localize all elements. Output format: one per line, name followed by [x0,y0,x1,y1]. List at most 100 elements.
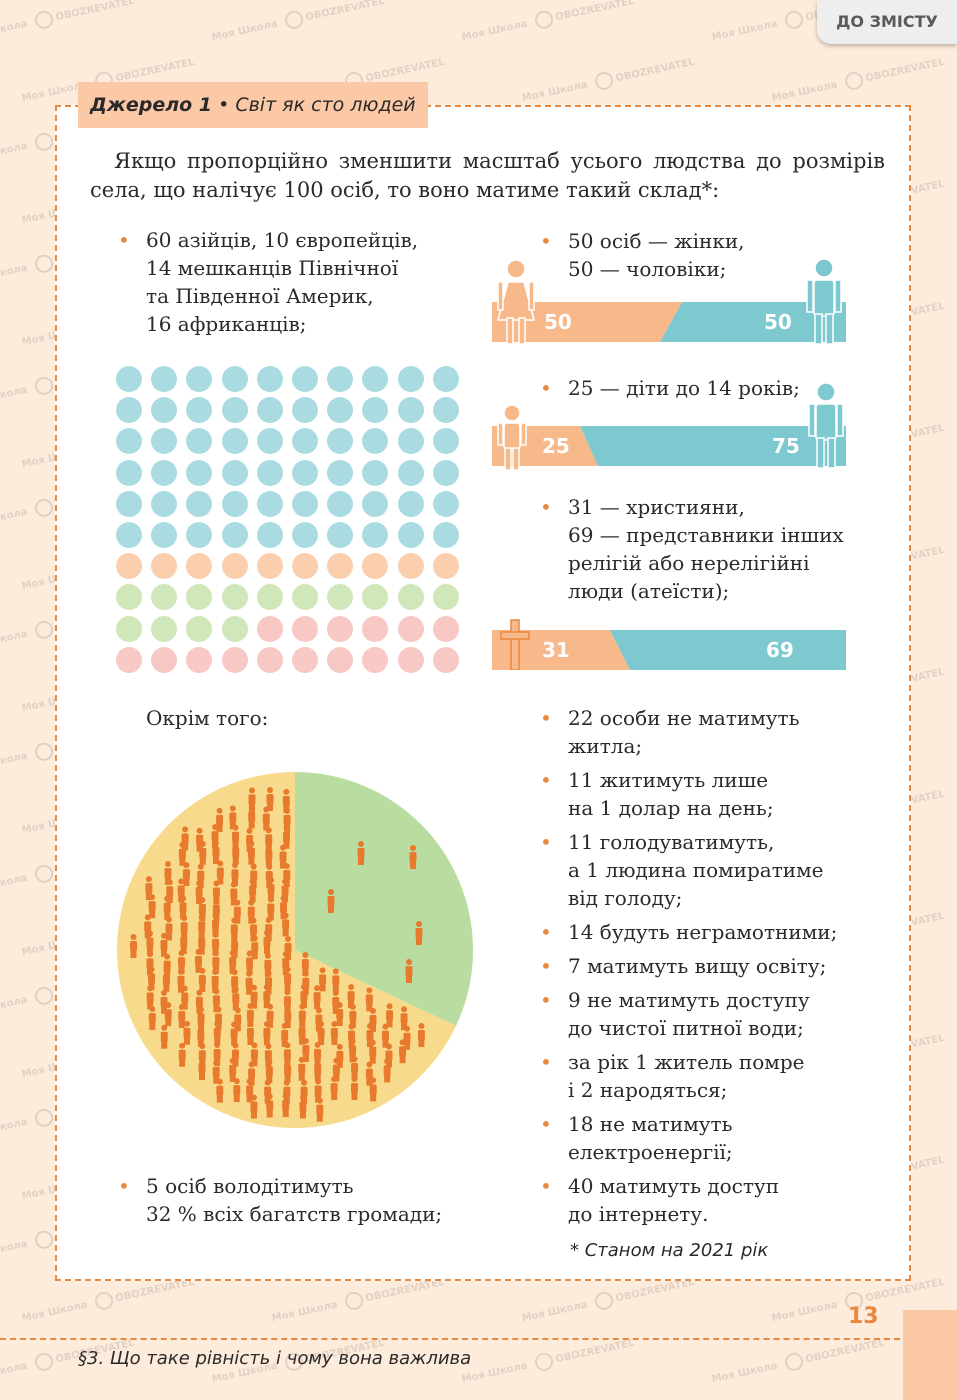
fact-line: а 1 людина помиратиме [568,858,824,882]
fact-item: • 14 будуть неграмотними; [540,918,837,946]
person-dot-africa [397,615,424,642]
person-dot-europe [432,553,459,580]
bottom-divider [0,1338,900,1340]
person-dot-asia [292,366,318,392]
watermark: Моя ШколаOBOZREVATEL [520,56,696,105]
person-dot-americas [397,584,424,611]
pie-person [160,1024,168,1049]
person-dot-asia [432,490,459,517]
person-dot-asia [116,459,142,486]
person-dot-asia [256,397,283,424]
person-dot-asia [292,490,318,517]
person-dot-africa [327,615,354,642]
pie-person [194,948,202,973]
pie-person [281,1022,289,1047]
pie-person [214,1006,222,1031]
person-dot-africa [256,646,283,673]
person-dot-europe [362,553,389,580]
pie-person [299,1094,307,1119]
gender-bar: 50 50 [492,302,846,342]
person-dot-asia [186,397,213,424]
pie-person [246,1020,254,1045]
fact-line: від голоду; [568,886,683,910]
pie-person [351,1056,359,1081]
person-dot-europe [186,553,213,580]
toc-button[interactable]: ДО ЗМІСТУ [817,0,957,44]
bullet-icon: • [540,706,552,730]
pie-person [229,805,237,830]
person-dot-americas [256,584,283,611]
person-dot-africa [397,646,424,673]
person-dot-asia [256,459,283,486]
person-dot-asia [327,397,354,424]
pie-person [232,840,240,865]
adult-icon [808,382,844,469]
adults-bar-value: 75 [772,434,800,458]
pie-person [263,930,271,955]
bullet-icon: • [540,1112,552,1136]
pie-person [165,916,173,941]
person-dot-africa [362,615,389,642]
pie-person [336,1043,344,1068]
fact-item: • за рік 1 житель помре і 2 народяться; [540,1048,804,1104]
pie-person [178,841,186,866]
pie-person [263,984,271,1009]
pie-person [369,1077,377,1102]
person-dot-asia [221,522,248,548]
pie-person [315,1007,323,1032]
bullet-icon: • [540,768,552,792]
pie-person [182,862,190,887]
pie-person-rich [409,845,417,869]
pie-person [146,985,154,1010]
religion-bar-shape [492,630,846,670]
person-dot-asia [362,366,389,392]
fact-item: • 22 особи не матимуть житла; [540,704,800,760]
person-dot-asia [362,397,389,424]
watermark: Моя ШколаOBOZREVATEL [770,56,946,105]
person-dot-africa [151,646,178,673]
person-dot-asia [362,522,389,548]
person-dot-europe [221,553,248,580]
pie-person [148,894,156,919]
child-icon [497,404,527,470]
footnote: * Станом на 2021 рік [570,1240,769,1261]
person-dot-asia [362,490,389,517]
person-dot-americas [292,584,318,611]
bullet-icon: • [540,1050,552,1074]
pie-person [316,1097,324,1122]
person-dot-africa [221,646,248,673]
person-dot-asia [221,490,248,517]
pie-person [197,1022,205,1047]
person-dot-asia [327,428,354,455]
person-dot-asia [186,459,213,486]
pie-person [400,1006,408,1031]
pie-person [181,985,189,1010]
pie-person [266,1003,274,1028]
besides-label: Окрім того: [146,706,269,730]
pie-person [284,966,292,991]
pie-person [266,1093,274,1118]
man-icon [806,258,842,345]
person-dot-americas [221,615,248,642]
gender-bar-men-value: 50 [764,310,792,334]
person-dot-americas [151,615,178,642]
pie-person [381,1023,389,1048]
pie-person [369,1007,377,1032]
person-dot-asia [432,366,459,392]
pie-person [313,985,321,1010]
pie-person-rich [357,841,365,865]
pie-person [177,968,185,993]
pie-person [284,1058,292,1083]
person-dot-asia [151,397,178,424]
pie-person-rich [405,959,413,983]
bullet-icon: • [540,376,552,400]
person-dot-europe [116,553,142,580]
person-dot-asia [221,428,248,455]
fact-item: • 18 не матимуть електроенергії; [540,1110,733,1166]
person-dot-asia [397,459,424,486]
person-dot-asia [186,428,213,455]
fact-item: • 11 житимуть лише на 1 долар на день; [540,766,774,822]
pie-person [319,967,327,992]
pie-person [231,1042,239,1067]
source-separator: • [218,94,230,116]
